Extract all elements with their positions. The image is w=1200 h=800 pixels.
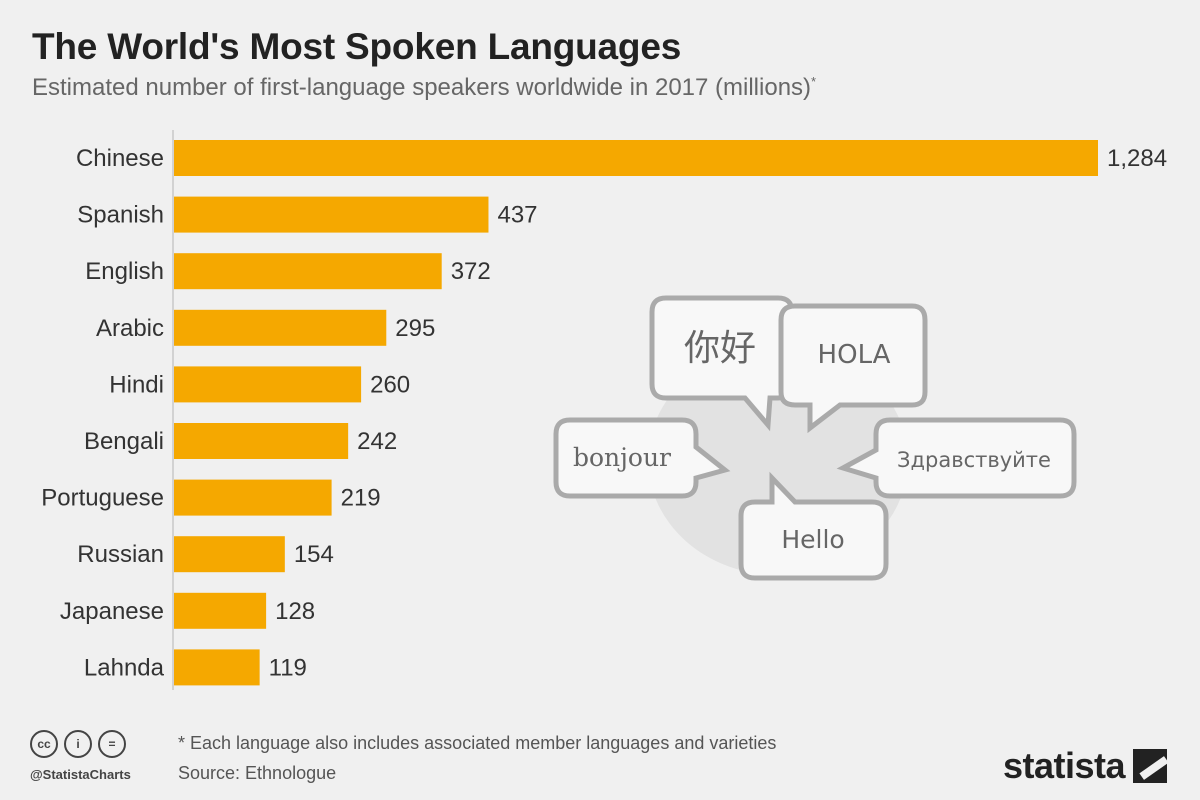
bar xyxy=(174,366,362,403)
category-label: Japanese xyxy=(60,598,164,625)
bar xyxy=(174,140,1098,176)
social-handle: @StatistaCharts xyxy=(30,767,131,782)
bar xyxy=(174,536,285,573)
statista-logo: statista xyxy=(1003,745,1168,787)
nd-equals-icon: = xyxy=(98,730,126,758)
bubble-french-text: bonjour xyxy=(573,443,671,472)
category-label: Russian xyxy=(77,541,164,568)
value-label: 128 xyxy=(275,598,315,625)
bar xyxy=(174,253,442,290)
subtitle-asterisk: * xyxy=(811,74,817,89)
value-label: 154 xyxy=(294,541,334,568)
value-label: 219 xyxy=(341,485,381,512)
bubble-english-text: Hello xyxy=(781,525,844,554)
bubble-chinese: 你好 xyxy=(649,295,795,432)
subtitle-text: Estimated number of first-language speak… xyxy=(32,74,812,101)
bar xyxy=(174,479,332,516)
bubble-english: Hello xyxy=(738,471,889,581)
bubble-spanish: HOLA xyxy=(778,303,928,434)
category-label: Portuguese xyxy=(41,485,164,512)
bar xyxy=(174,423,349,459)
value-label: 119 xyxy=(269,654,307,681)
category-label: Lahnda xyxy=(84,654,165,681)
cc-icon: cc xyxy=(30,730,58,758)
category-label: Bengali xyxy=(84,428,164,455)
bubble-russian: Здравствуйте xyxy=(836,417,1077,499)
source-note: Source: Ethnologue xyxy=(178,763,337,783)
bar xyxy=(174,592,267,629)
category-label: Chinese xyxy=(76,145,164,172)
brand-mark-icon xyxy=(1133,749,1168,783)
value-label: 295 xyxy=(395,315,435,342)
value-label: 242 xyxy=(357,428,397,455)
category-label: English xyxy=(85,258,164,285)
chart-title: The World's Most Spoken Languages xyxy=(32,26,682,67)
category-label: Arabic xyxy=(96,315,164,342)
bubble-spanish-text: HOLA xyxy=(818,340,891,370)
value-label: 437 xyxy=(497,202,537,229)
value-label: 372 xyxy=(451,258,491,285)
bubble-chinese-text: 你好 xyxy=(684,328,756,369)
bar xyxy=(174,649,260,686)
category-label: Spanish xyxy=(77,202,164,229)
bubble-russian-text: Здравствуйте xyxy=(897,448,1051,472)
value-label: 1,284 xyxy=(1107,145,1167,172)
footnote: * Each language also includes associated… xyxy=(178,733,777,753)
category-label: Hindi xyxy=(109,371,164,398)
value-label: 260 xyxy=(370,371,410,398)
by-person-icon: i xyxy=(64,730,92,758)
chart-subtitle: Estimated number of first-language speak… xyxy=(32,74,816,102)
bar xyxy=(174,196,489,233)
brand-wordmark: statista xyxy=(1003,745,1126,786)
bubble-french: bonjour xyxy=(553,417,731,499)
license-icons: cc i = xyxy=(30,730,126,758)
bar xyxy=(174,309,387,346)
